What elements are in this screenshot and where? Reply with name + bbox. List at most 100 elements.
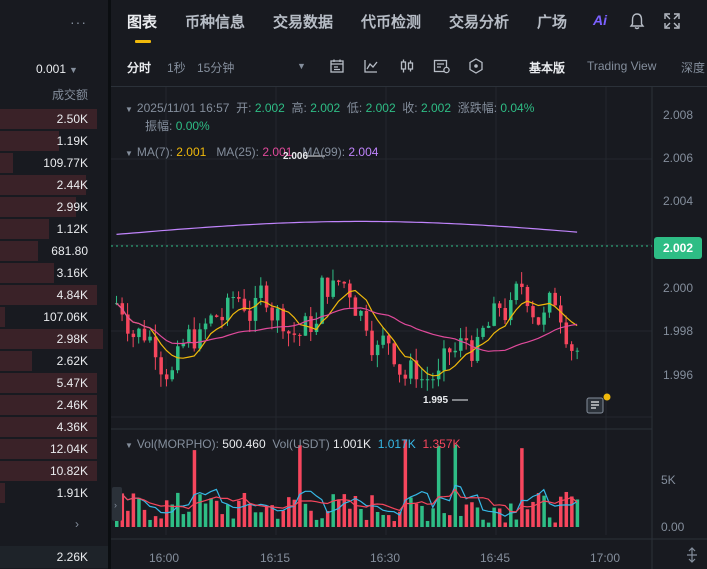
close-label: 收: <box>402 101 418 115</box>
candle-body <box>559 305 563 323</box>
orderbook-row[interactable]: 2.50K <box>0 108 108 130</box>
orderbook-row[interactable]: 3.16K <box>0 262 108 284</box>
candle-body <box>298 334 302 336</box>
tab-coin-info[interactable]: 币种信息 <box>185 14 246 31</box>
orderbook-row[interactable]: 107.06K <box>0 306 108 328</box>
orderbook-row[interactable]: 2.46K <box>0 394 108 416</box>
turnover-value: 10.82K <box>49 464 88 478</box>
depth-bar <box>0 285 97 305</box>
volume-bar <box>486 522 491 527</box>
volume-bar <box>281 510 285 527</box>
depth-bar <box>0 175 86 195</box>
precision-select[interactable]: 0.001 ▼ <box>36 62 78 76</box>
ma7-line <box>116 289 578 377</box>
caret-down-icon[interactable]: ▼ <box>297 61 306 71</box>
candle-body <box>492 303 496 326</box>
depth-button[interactable]: 深度 <box>681 61 706 75</box>
interval-1s-button[interactable]: 1秒 <box>167 61 186 75</box>
vol-ma-fast <box>116 484 578 517</box>
expand-icon[interactable] <box>663 12 681 30</box>
column-header-turnover: 成交额 <box>51 88 88 102</box>
chart-canvas[interactable]: › <box>111 87 707 569</box>
time-tick: 16:15 <box>260 551 291 565</box>
depth-bar <box>0 131 59 151</box>
candle-body <box>470 340 474 361</box>
price-chart[interactable]: › ▼ 2025/11/01 16:57 开: 2.002 高: 2.002 低:… <box>111 87 707 569</box>
volume-bar <box>120 493 125 527</box>
ma7-value: 2.001 <box>176 145 207 159</box>
bell-icon[interactable] <box>629 12 645 30</box>
orderbook-row[interactable]: 2.62K <box>0 350 108 372</box>
tab-trade-analysis[interactable]: 交易分析 <box>449 14 510 31</box>
news-icon[interactable] <box>585 393 611 415</box>
collapse-triangle-icon[interactable]: ▼ <box>125 441 133 450</box>
orderbook-row[interactable]: 1.91K <box>0 482 108 504</box>
orderbook-last-value: 2.26K <box>56 550 88 564</box>
orderbook-row[interactable]: 5.47K <box>0 372 108 394</box>
collapse-triangle-icon[interactable]: ▼ <box>125 105 133 114</box>
candle-body <box>570 344 574 351</box>
candle-body <box>209 315 213 324</box>
orderbook-row[interactable]: 2.44K <box>0 174 108 196</box>
vol-usdt-ma2: 1.357K <box>422 437 461 451</box>
hexagon-icon[interactable] <box>468 57 484 75</box>
high-label: 高: <box>291 101 307 115</box>
volume-bar <box>553 522 557 527</box>
chevron-right-icon[interactable]: › <box>75 517 79 531</box>
volume-bar <box>203 503 208 527</box>
depth-bar <box>0 395 97 415</box>
high-marker-label: 2.006 <box>283 151 309 162</box>
volume-bar <box>320 518 324 527</box>
orderbook-row[interactable]: 2.99K <box>0 196 108 218</box>
tab-chart[interactable]: 图表 <box>127 14 158 31</box>
candle-body <box>553 292 557 306</box>
volume-pane-handle[interactable] <box>112 487 122 521</box>
ma-legend: ▼ MA(7): 2.001 MA(25): 2.001 MA(99): 2.00… <box>125 145 378 159</box>
panel-divider[interactable] <box>108 0 111 569</box>
orderbook-row[interactable]: 4.84K <box>0 284 108 306</box>
ma-lines-layer <box>116 220 578 377</box>
interval-15m-button[interactable]: 15分钟 <box>197 61 235 75</box>
chevron-right-icon[interactable]: › <box>114 500 117 510</box>
orderbook-row[interactable]: 12.04K <box>0 438 108 460</box>
orderbook-row[interactable]: 2.98K <box>0 328 108 350</box>
tab-square[interactable]: 广场 <box>537 14 568 31</box>
more-dots-icon[interactable]: ··· <box>70 14 87 30</box>
tab-trade-data[interactable]: 交易数据 <box>273 14 334 31</box>
candle-icon[interactable] <box>399 58 415 74</box>
tab-token-check[interactable]: 代币检测 <box>361 14 422 31</box>
vol-usdt-ma1: 1.017K <box>377 437 416 451</box>
basic-version-button[interactable]: 基本版 <box>529 61 566 75</box>
candle-body <box>525 286 530 307</box>
orderbook-row[interactable]: 1.12K <box>0 218 108 240</box>
volume-bar <box>547 517 552 527</box>
top-tabs: 图表 币种信息 交易数据 代币检测 交易分析 广场 Ai <box>111 0 707 44</box>
indicator-icon[interactable] <box>363 58 379 74</box>
candle-body <box>575 350 580 352</box>
orderbook-row[interactable]: 109.77K <box>0 152 108 174</box>
scale-toggle-icon[interactable] <box>685 547 699 563</box>
price-tick: 1.998 <box>663 324 694 338</box>
orderbook-row[interactable]: 1.19K <box>0 130 108 152</box>
orderbook-row[interactable]: 681.80 <box>0 240 108 262</box>
settings-icon[interactable] <box>433 58 451 74</box>
volume-bar <box>337 499 341 527</box>
ma99-line <box>116 220 578 235</box>
depth-bar <box>0 307 5 327</box>
interval-time-button[interactable]: 分时 <box>127 61 152 75</box>
candle-body <box>497 303 502 309</box>
turnover-value: 5.47K <box>56 376 88 390</box>
candle-body <box>226 297 230 321</box>
tradingview-button[interactable]: Trading View <box>587 59 657 73</box>
open-value: 2.002 <box>254 101 285 115</box>
volume-bar <box>359 509 363 527</box>
volume-ma-layer <box>116 484 578 517</box>
collapse-triangle-icon[interactable]: ▼ <box>125 149 133 158</box>
volume-bar <box>464 504 469 527</box>
orderbook-row[interactable]: 4.36K <box>0 416 108 438</box>
volume-bar <box>242 492 247 527</box>
orderbook-row[interactable]: 10.82K <box>0 460 108 482</box>
calendar-icon[interactable] <box>329 58 345 74</box>
depth-bar <box>0 241 38 261</box>
ai-icon[interactable]: Ai <box>593 12 607 28</box>
